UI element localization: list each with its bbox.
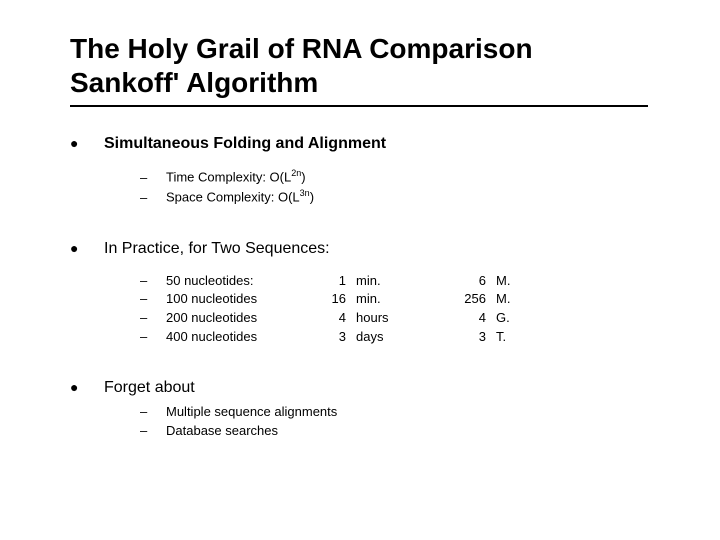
slide-title: The Holy Grail of RNA Comparison Sankoff…: [70, 32, 660, 99]
time-pre: Time Complexity: O(L: [166, 170, 291, 185]
bullet-icon: ●: [70, 240, 104, 256]
cell-time-unit: min.: [346, 290, 381, 309]
cell-time-num: 4: [326, 309, 346, 328]
section-1-heading-text: Simultaneous Folding and Alignment: [104, 135, 386, 153]
section-1-items: – Time Complexity: O(L2n) – Space Comple…: [70, 167, 660, 207]
section-3-heading: ● Forget about: [70, 379, 660, 397]
dash-icon: –: [140, 169, 166, 188]
table-row: – 50 nucleotides: 1min. 6M.: [140, 272, 660, 291]
cell-time-num: 1: [326, 272, 346, 291]
cell-mem-unit: T.: [486, 328, 506, 347]
table-row: – 200 nucleotides 4hours 4G.: [140, 309, 660, 328]
dash-icon: –: [140, 189, 166, 208]
cell-time-unit: days: [346, 328, 383, 347]
cell-time-unit: hours: [346, 309, 389, 328]
list-item-text: Database searches: [166, 422, 278, 441]
dash-icon: –: [140, 290, 166, 309]
time-sup: 2n: [291, 168, 301, 178]
space-post: ): [310, 190, 314, 205]
cell-mem-unit: M.: [486, 272, 510, 291]
cell-mem-num: 6: [456, 272, 486, 291]
cell-time-num: 3: [326, 328, 346, 347]
dash-icon: –: [140, 328, 166, 347]
cell-time: 3days: [326, 328, 456, 347]
slide: The Holy Grail of RNA Comparison Sankoff…: [0, 0, 720, 540]
list-item-text: Multiple sequence alignments: [166, 403, 337, 422]
dash-icon: –: [140, 422, 166, 441]
cell-mem-num: 3: [456, 328, 486, 347]
section-1-heading: ● Simultaneous Folding and Alignment: [70, 135, 660, 153]
section-3-heading-text: Forget about: [104, 379, 195, 397]
list-item: – Multiple sequence alignments: [140, 403, 660, 422]
list-item: – Time Complexity: O(L2n): [140, 167, 660, 187]
title-underline: [70, 105, 648, 107]
cell-size: 400 nucleotides: [166, 328, 326, 347]
dash-icon: –: [140, 272, 166, 291]
table-row: – 100 nucleotides 16min. 256M.: [140, 290, 660, 309]
dash-icon: –: [140, 403, 166, 422]
cell-mem-unit: M.: [486, 290, 510, 309]
space-pre: Space Complexity: O(L: [166, 190, 300, 205]
cell-time: 1min.: [326, 272, 456, 291]
table-row: – 400 nucleotides 3days 3T.: [140, 328, 660, 347]
cell-time-num: 16: [326, 290, 346, 309]
list-item: – Space Complexity: O(L3n): [140, 187, 660, 207]
time-post: ): [301, 170, 305, 185]
cell-mem: 3T.: [456, 328, 506, 347]
cell-time-unit: min.: [346, 272, 381, 291]
cell-mem-unit: G.: [486, 309, 510, 328]
cell-size: 200 nucleotides: [166, 309, 326, 328]
cell-mem: 6M.: [456, 272, 510, 291]
cell-mem: 4G.: [456, 309, 510, 328]
cell-mem: 256M.: [456, 290, 510, 309]
cell-size: 50 nucleotides:: [166, 272, 326, 291]
bullet-icon: ●: [70, 135, 104, 151]
dash-icon: –: [140, 309, 166, 328]
cell-size: 100 nucleotides: [166, 290, 326, 309]
cell-mem-num: 256: [456, 290, 486, 309]
list-item: – Database searches: [140, 422, 660, 441]
cell-mem-num: 4: [456, 309, 486, 328]
section-2-heading: ● In Practice, for Two Sequences:: [70, 240, 660, 258]
bullet-icon: ●: [70, 379, 104, 395]
cell-time: 16min.: [326, 290, 456, 309]
title-line-1: The Holy Grail of RNA Comparison: [70, 33, 533, 64]
time-complexity: Time Complexity: O(L2n): [166, 167, 306, 187]
section-3-items: – Multiple sequence alignments – Databas…: [70, 403, 660, 441]
section-2-heading-text: In Practice, for Two Sequences:: [104, 240, 330, 258]
title-line-2: Sankoff' Algorithm: [70, 67, 318, 98]
space-complexity: Space Complexity: O(L3n): [166, 187, 314, 207]
section-2-table: – 50 nucleotides: 1min. 6M. – 100 nucleo…: [70, 272, 660, 347]
cell-time: 4hours: [326, 309, 456, 328]
space-sup: 3n: [300, 188, 310, 198]
